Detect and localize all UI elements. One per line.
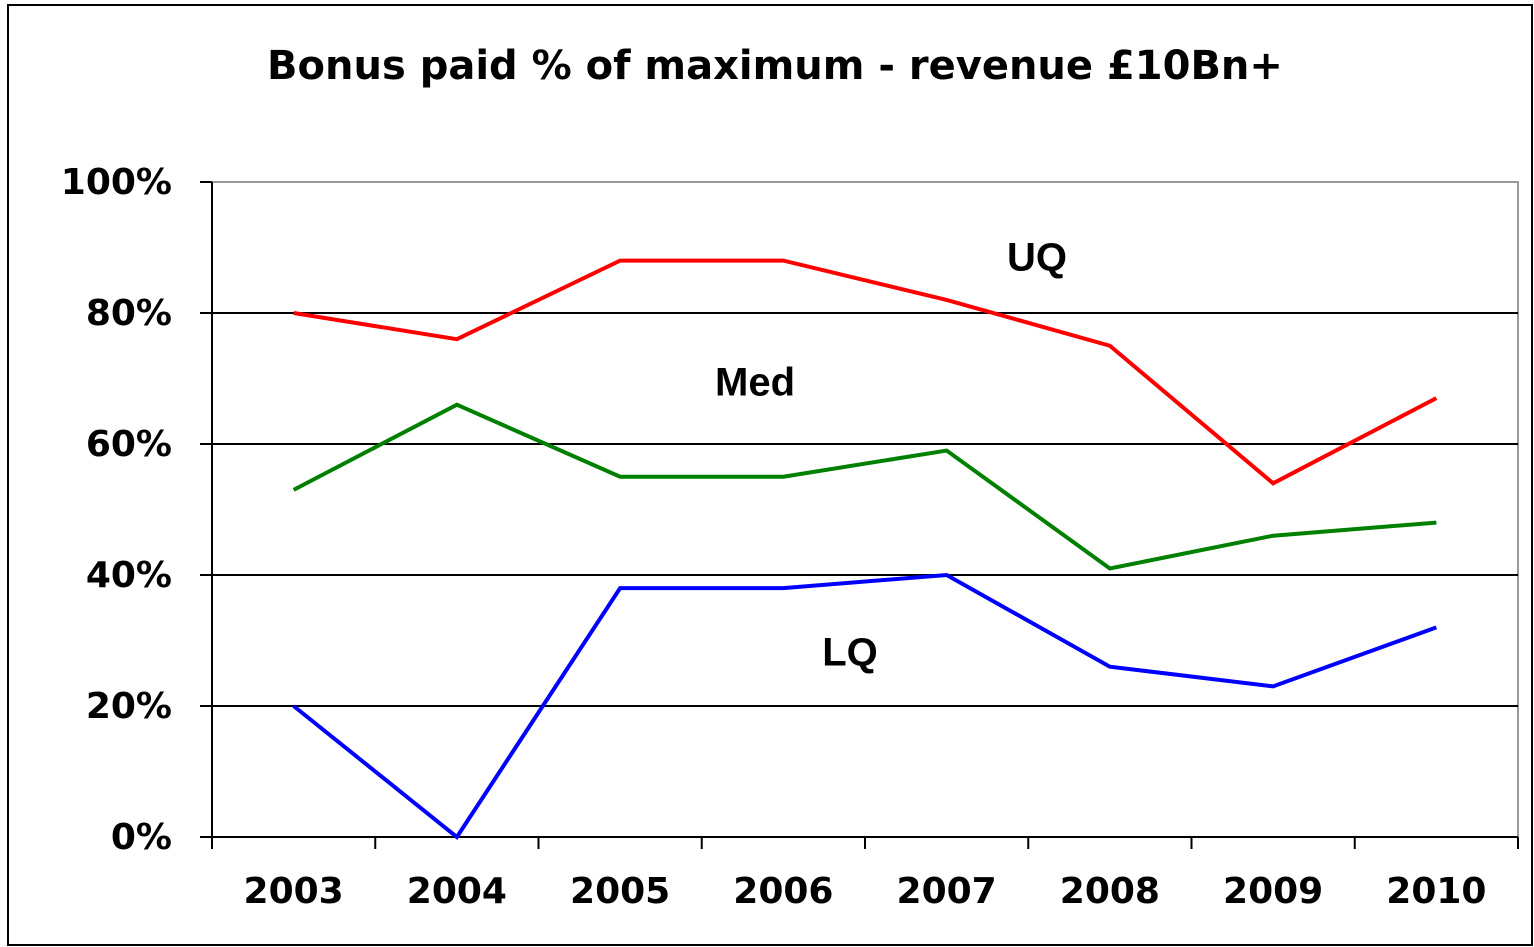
y-tick-label: 40%: [86, 555, 172, 596]
chart-title: Bonus paid % of maximum - revenue £10Bn+: [267, 43, 1283, 89]
series-label: Med: [715, 361, 795, 405]
series-line: [292, 572, 1438, 840]
x-tick-label: 2004: [407, 871, 507, 912]
y-tick-label: 20%: [86, 686, 172, 727]
series-label: LQ: [822, 631, 878, 675]
y-tick-label: 0%: [111, 817, 172, 858]
y-tick-label: 80%: [86, 293, 172, 334]
x-tick-label: 2006: [733, 871, 833, 912]
series-label: UQ: [1007, 236, 1067, 280]
x-tick-label: 2008: [1060, 871, 1160, 912]
series-line: [292, 402, 1437, 571]
y-tick-label: 60%: [86, 424, 172, 465]
x-tick-label: 2010: [1386, 871, 1486, 912]
y-tick-label: 100%: [61, 162, 172, 203]
series-line: [293, 258, 1438, 486]
x-tick-label: 2007: [897, 871, 997, 912]
x-tick-label: 2005: [570, 871, 670, 912]
x-tick-label: 2009: [1223, 871, 1323, 912]
x-tick-label: 2003: [244, 871, 344, 912]
